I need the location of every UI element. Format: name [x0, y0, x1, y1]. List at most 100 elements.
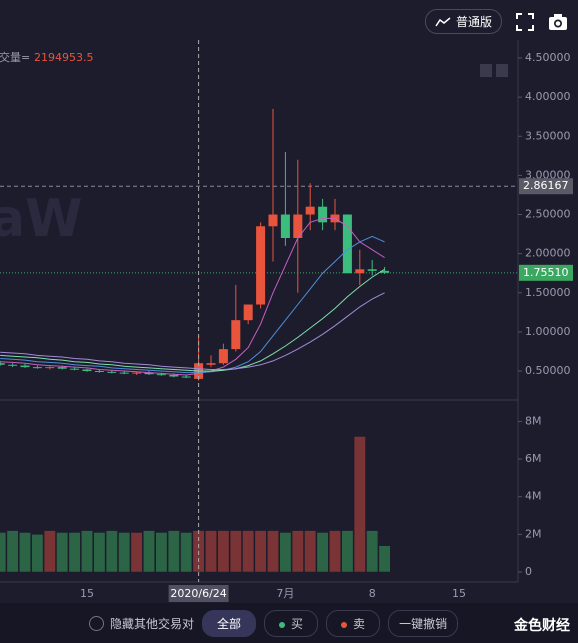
ma-line: [0, 217, 385, 376]
scroll-up[interactable]: [480, 64, 492, 77]
candle-body: [20, 365, 30, 368]
candle-body: [305, 206, 315, 215]
volume-bar: [81, 530, 93, 573]
candle-body: [0, 363, 5, 365]
volume-bar: [130, 532, 143, 573]
volume-bar: [155, 532, 168, 573]
volume-bar: [378, 545, 391, 573]
candle-body: [156, 374, 166, 376]
sell-dot: [341, 621, 348, 628]
candle-body: [218, 349, 228, 364]
x-tick-label: 8: [369, 587, 376, 600]
hide-pairs[interactable]: 隐藏其他交易对: [110, 616, 195, 631]
volume-bar: [242, 530, 255, 573]
candle-body: [380, 270, 390, 273]
volume-bar: [56, 532, 69, 573]
cancel-button[interactable]: 一键撤销: [388, 609, 459, 637]
volume-bar: [31, 534, 44, 573]
fullscreen-icon[interactable]: [516, 12, 534, 31]
y-tick-label: 0.50000: [525, 364, 571, 377]
y-tick-label: 2.50000: [525, 208, 571, 221]
scroll-down[interactable]: [496, 64, 508, 77]
x-tick-label: 7月: [276, 587, 294, 600]
x-tick-label: 15: [80, 587, 94, 600]
y-tick-label: 1.50000: [525, 286, 571, 299]
ma-line: [0, 292, 385, 370]
volume-bar: [205, 530, 217, 573]
volume-label: 成交量=: [0, 50, 30, 64]
mode-button[interactable]: 普通版: [424, 9, 502, 34]
all-button[interactable]: 全部: [202, 609, 257, 637]
candle-body: [342, 214, 352, 274]
y-tick-label: 4.00000: [525, 90, 571, 103]
volume-tick-label: 2M: [525, 527, 542, 540]
buy-label: 买: [291, 616, 304, 631]
volume-tick-label: 0: [525, 565, 532, 578]
volume-bar: [304, 530, 317, 573]
candle-body: [45, 367, 55, 369]
price-tag-label: 1.75510: [523, 266, 569, 279]
volume-bar: [93, 532, 106, 573]
price-tag: [519, 264, 573, 281]
y-tick-label: 1.00000: [525, 325, 571, 338]
candle-body: [70, 368, 80, 370]
volume-bar: [279, 532, 292, 573]
sell-button[interactable]: 卖: [326, 609, 381, 637]
x-tick-label: 15: [452, 587, 466, 600]
volume-bar: [366, 530, 379, 573]
candle-body: [94, 371, 104, 373]
candle-body: [144, 372, 154, 375]
crosshair-tag: [168, 585, 229, 602]
candle-body: [8, 364, 18, 366]
candle-body: [256, 226, 266, 305]
toolbar: 普通版: [424, 9, 568, 34]
volume-bar: [329, 530, 341, 573]
volume-bar: [143, 530, 155, 573]
y-tick-label: 4.50000: [525, 51, 571, 64]
sell-label: 卖: [353, 616, 366, 631]
mode-label: 普通版: [455, 15, 492, 29]
candle-body: [181, 376, 191, 378]
volume-tick-label: 6M: [525, 452, 542, 465]
candle-body: [293, 214, 303, 238]
volume-tick-label: 4M: [525, 490, 542, 503]
volume-bar: [217, 530, 230, 573]
x-tick-label: 2020/6/24: [170, 587, 226, 600]
buy-button[interactable]: 买: [264, 609, 319, 637]
candle-body: [132, 372, 142, 374]
volume-bar: [180, 532, 193, 573]
y-tick-label: 3.50000: [525, 129, 571, 142]
line-icon: [435, 16, 451, 26]
candle-body: [169, 374, 179, 377]
candle-body: [119, 372, 129, 374]
ma-line: [0, 235, 385, 374]
candle-body: [206, 363, 216, 365]
volume-bar: [43, 530, 56, 573]
volume-bar: [6, 530, 19, 573]
candle-body: [243, 304, 253, 321]
buy-dot: [279, 621, 286, 628]
checkbox[interactable]: [89, 615, 104, 631]
volume-tick-label: 8M: [525, 414, 542, 427]
y-tick-label: 3.00000: [525, 168, 571, 181]
volume-bar: [291, 530, 304, 573]
candle-body: [82, 369, 92, 372]
volume-bar: [316, 532, 329, 573]
volume-bar: [105, 530, 118, 573]
candle-body: [107, 371, 117, 373]
candle-body: [280, 214, 290, 238]
volume-bar: [167, 530, 180, 573]
logo: 金色财经: [510, 615, 570, 635]
ma-line: [0, 268, 385, 372]
price-tag: [519, 178, 573, 195]
volume-bar: [341, 530, 354, 573]
candle-body: [32, 367, 42, 369]
camera-icon[interactable]: [548, 13, 568, 31]
candle-body: [231, 320, 241, 350]
candle-body: [318, 206, 328, 223]
volume-bar: [19, 532, 31, 573]
volume-bar: [229, 530, 242, 573]
y-tick-label: 2.00000: [525, 247, 571, 260]
volume-bar: [68, 532, 81, 573]
